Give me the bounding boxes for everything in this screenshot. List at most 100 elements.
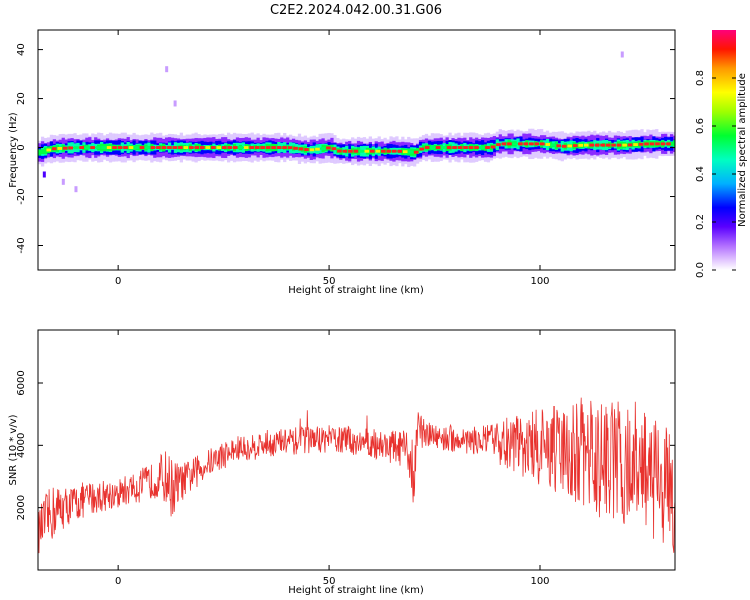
heatmap-peak xyxy=(441,146,446,150)
heatmap-peak xyxy=(62,146,68,150)
heatmap-peak xyxy=(178,146,183,150)
heatmap-cell xyxy=(510,141,514,147)
heatmap-peak xyxy=(227,146,233,150)
heatmap-blob xyxy=(165,66,169,73)
heatmap-peak xyxy=(435,146,441,150)
heatmap-peak xyxy=(413,150,419,154)
heatmap-peak xyxy=(627,143,633,147)
heatmap-peak xyxy=(287,146,293,150)
heatmap-cell xyxy=(472,144,476,151)
x-tick-label: 0 xyxy=(115,576,121,587)
heatmap-cell xyxy=(672,140,675,148)
colorbar-tick-label: 0.4 xyxy=(695,166,706,182)
heatmap-peak xyxy=(375,149,381,153)
heatmap-peak xyxy=(468,146,474,150)
heatmap-cell xyxy=(88,146,92,149)
spectrogram-y-ticks: 40 20 0 -20 -40 xyxy=(16,43,675,254)
heatmap-cell xyxy=(126,145,130,150)
heatmap-peak xyxy=(249,146,254,150)
heatmap-peak xyxy=(359,149,364,153)
heatmap-peak xyxy=(666,142,671,146)
heatmap-peak xyxy=(419,147,424,151)
heatmap-peak xyxy=(479,146,485,150)
heatmap-peak xyxy=(260,146,265,150)
heatmap-cell xyxy=(170,146,175,149)
heatmap-peak xyxy=(556,144,562,148)
heatmap-blob xyxy=(173,100,177,107)
heatmap-peak xyxy=(649,142,655,146)
heatmap-peak xyxy=(232,146,238,150)
heatmap-cell xyxy=(247,144,251,151)
heatmap-peak xyxy=(452,146,457,150)
heatmap-peak xyxy=(655,142,660,146)
heatmap-peak xyxy=(561,144,567,148)
heatmap-peak xyxy=(112,146,117,150)
heatmap-peak xyxy=(512,142,518,146)
heatmap-peak xyxy=(189,146,194,150)
heatmap-peak xyxy=(633,143,638,147)
x-tick-label: 100 xyxy=(530,576,549,587)
heatmap-peak xyxy=(386,149,392,153)
heatmap-peak xyxy=(298,147,304,151)
heatmap-peak xyxy=(73,146,79,150)
heatmap-peak xyxy=(216,146,222,150)
heatmap-peak xyxy=(364,149,370,153)
heatmap-peak xyxy=(660,142,666,146)
heatmap-peak xyxy=(161,146,167,150)
heatmap-peak xyxy=(167,146,172,150)
heatmap-peak xyxy=(265,146,271,150)
colorbar-label: Normalized spectral amplitude xyxy=(737,73,748,227)
heatmap-peak xyxy=(194,146,200,150)
heatmap-peak xyxy=(271,146,276,150)
heatmap-cell xyxy=(439,145,443,151)
heatmap-cell xyxy=(132,145,136,150)
colorbar-ticks: 0.0 0.2 0.4 0.6 0.8 xyxy=(695,70,736,278)
y-tick-label: -20 xyxy=(16,188,27,204)
heatmap-peak xyxy=(446,146,452,150)
snr-y-ticks: 2000 4000 6000 xyxy=(16,370,675,520)
heatmap-peak xyxy=(594,143,600,147)
heatmap-peak xyxy=(600,143,605,147)
heatmap-peak xyxy=(337,149,342,153)
heatmap-cell xyxy=(280,146,284,149)
heatmap-peak xyxy=(254,146,260,150)
heatmap-peak xyxy=(638,142,644,146)
heatmap-peak xyxy=(293,146,298,150)
heatmap-cell xyxy=(209,144,213,151)
y-tick-label: 40 xyxy=(16,43,27,56)
heatmap-peak xyxy=(276,146,282,150)
y-tick-label: 6000 xyxy=(16,370,27,395)
snr-y-label: SNR (10 * v/v) xyxy=(8,414,19,485)
heatmap-peak xyxy=(523,142,529,146)
heatmap-peak xyxy=(424,146,430,150)
heatmap-peak xyxy=(156,146,161,150)
heatmap-peak xyxy=(128,146,134,150)
heatmap-peak xyxy=(123,146,128,150)
spectrogram-panel: 0 50 100 40 20 0 -20 -40 Height of straight li… xyxy=(8,29,676,296)
heatmap-peak xyxy=(490,145,496,149)
heatmap-peak xyxy=(68,146,74,150)
heatmap-cell xyxy=(548,141,553,149)
heatmap-peak xyxy=(578,143,584,147)
heatmap-peak xyxy=(95,146,101,150)
heatmap-cell xyxy=(241,146,246,149)
heatmap-peak xyxy=(474,146,479,150)
heatmap-peak xyxy=(353,149,359,153)
heatmap-peak xyxy=(616,143,622,147)
spectrogram-y-label: Frequency (Hz) xyxy=(8,112,19,188)
snr-x-label: Height of straight line (km) xyxy=(288,585,424,596)
colorbar-tick-label: 0.0 xyxy=(695,262,706,278)
heatmap-peak xyxy=(622,143,627,147)
heatmap-blob xyxy=(61,178,65,185)
heatmap-cell xyxy=(356,147,361,155)
heatmap-peak xyxy=(134,146,139,150)
heatmap-peak xyxy=(101,146,106,150)
heatmap-peak xyxy=(583,143,589,147)
colorbar-tick-label: 0.8 xyxy=(695,70,706,86)
heatmap-peak xyxy=(550,143,556,147)
heatmap-peak xyxy=(545,143,551,146)
heatmap-cell xyxy=(49,146,54,152)
x-tick-label: 100 xyxy=(530,276,549,287)
heatmap-cell xyxy=(593,144,597,146)
